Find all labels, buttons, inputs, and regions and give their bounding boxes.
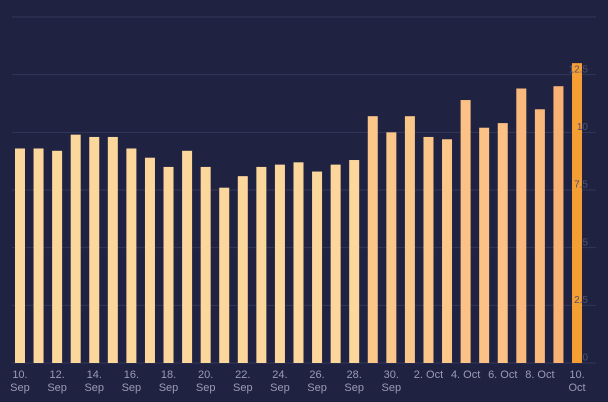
x-tick-label: 12. Sep xyxy=(47,369,67,394)
bar xyxy=(33,148,44,363)
x-tick-label: 30. Sep xyxy=(381,369,402,394)
bar xyxy=(52,150,63,363)
bar xyxy=(386,132,397,363)
bar xyxy=(163,166,174,363)
y-tick-label: 5 xyxy=(582,237,588,248)
bar xyxy=(144,157,155,363)
bar xyxy=(237,176,248,363)
x-tick-label: 10. Sep xyxy=(10,369,30,394)
bar xyxy=(312,171,323,363)
y-tick-label: 0 xyxy=(582,353,588,364)
bar xyxy=(14,148,25,363)
bar xyxy=(256,166,267,363)
x-tick-label: 18. Sep xyxy=(158,369,179,394)
bar xyxy=(423,136,434,363)
bar xyxy=(89,136,100,363)
y-tick-label: 12.5 xyxy=(569,64,589,75)
x-tick-label: 24. Sep xyxy=(270,369,290,394)
x-tick-label: 28. Sep xyxy=(344,369,364,394)
x-tick-label: 26. Sep xyxy=(307,369,327,394)
bar xyxy=(70,134,81,363)
x-tick-label: 6. Oct xyxy=(488,369,518,381)
x-tick-label: 8. Oct xyxy=(525,369,555,381)
bar xyxy=(293,162,304,363)
x-tick-label: 10. Oct xyxy=(568,369,586,394)
bar xyxy=(516,88,527,364)
bar xyxy=(219,187,230,363)
y-tick-label: 2.5 xyxy=(574,295,588,306)
bar xyxy=(200,166,211,363)
bar xyxy=(553,86,564,363)
x-tick-label: 16. Sep xyxy=(121,369,142,394)
y-tick-label: 7.5 xyxy=(574,180,588,191)
bar xyxy=(107,136,118,363)
bar xyxy=(404,116,415,363)
x-tick-label: 2. Oct xyxy=(413,369,444,381)
x-tick-label: 14. Sep xyxy=(84,369,105,394)
x-tick-label: 22. Sep xyxy=(232,369,253,394)
bar xyxy=(497,123,508,364)
bar xyxy=(367,116,378,363)
bar xyxy=(479,127,490,363)
bar xyxy=(442,139,453,363)
bar xyxy=(126,148,137,363)
bar xyxy=(460,100,471,363)
bar xyxy=(349,160,360,363)
bar xyxy=(274,164,285,363)
bar xyxy=(330,164,341,363)
x-tick-label: 4. Oct xyxy=(450,369,481,381)
bar xyxy=(572,63,583,364)
y-tick-label: 10 xyxy=(577,122,589,133)
x-tick-label: 20. Sep xyxy=(195,369,216,394)
bar xyxy=(534,109,545,364)
bar xyxy=(182,150,193,363)
